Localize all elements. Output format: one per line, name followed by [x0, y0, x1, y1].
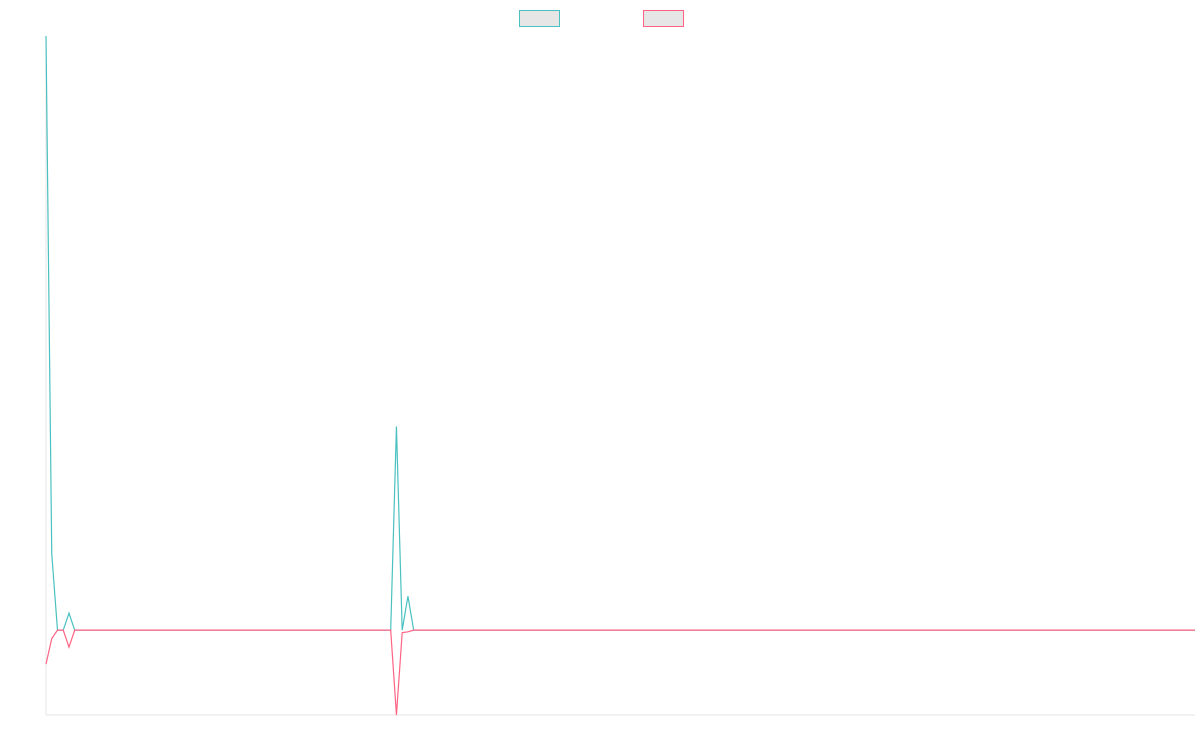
axes — [45, 36, 1195, 716]
legend — [519, 10, 684, 27]
series-line-2 — [45, 629, 1195, 716]
plot-area — [45, 35, 1195, 716]
series-line-1 — [45, 35, 1195, 631]
legend-swatch-1 — [519, 10, 560, 27]
legend-swatch-2 — [643, 10, 684, 27]
